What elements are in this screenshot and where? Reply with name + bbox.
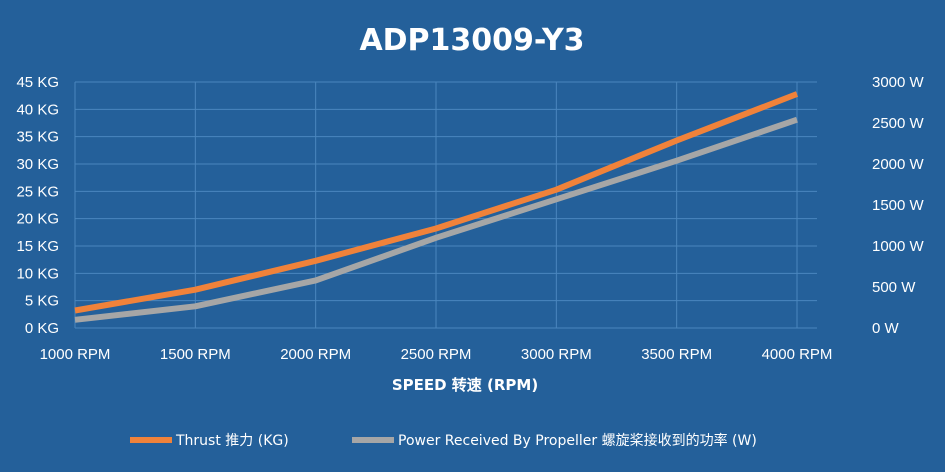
right-axis-tick-label: 2500 W [872,115,925,132]
right-axis-tick-label: 1000 W [872,238,925,255]
x-axis-tick-label: 4000 RPM [762,346,833,363]
left-axis-tick-label: 25 KG [16,183,59,200]
left-axis-tick-label: 35 KG [16,129,59,146]
left-axis-tick-label: 5 KG [25,293,59,310]
left-axis-tick-label: 20 KG [16,211,59,228]
left-axis-tick-label: 45 KG [16,74,59,91]
left-axis-tick-label: 15 KG [16,238,59,255]
right-axis-tick-label: 0 W [872,320,900,337]
left-axis-ticks: 0 KG 5 KG 10 KG 15 KG 20 KG 25 KG 30 KG 35 KG 40… [16,74,59,337]
right-axis-tick-label: 2000 W [872,156,925,173]
left-axis-tick-label: 10 KG [16,265,59,282]
grid [74,81,817,329]
legend: Thrust 推力 (KG) Power Received By Propelle… [130,432,757,449]
series [74,91,799,323]
x-axis-tick-label: 1500 RPM [160,346,231,363]
right-axis-tick-label: 500 W [872,279,916,296]
legend-label: Thrust 推力 (KG) [175,433,289,449]
chart-title: ADP13009-Y3 [359,23,584,58]
legend-label: Power Received By Propeller 螺旋桨接收到的功率 (W… [398,432,757,449]
left-axis-tick-label: 40 KG [16,101,59,118]
x-axis-tick-label: 1000 RPM [40,346,111,363]
left-axis-tick-label: 0 KG [25,320,59,337]
x-axis-tick-label: 2500 RPM [401,346,472,363]
x-axis-tick-label: 3000 RPM [521,346,592,363]
x-axis-title: SPEED 转速 (RPM) [392,376,538,394]
power-series-line [74,116,798,323]
right-axis-ticks: 0 W 500 W 1000 W 1500 W 2000 W 2500 W 3000 W [872,74,925,337]
right-axis-tick-label: 3000 W [872,74,925,91]
right-axis-tick-label: 1500 W [872,197,925,214]
x-axis-ticks: 1000 RPM 1500 RPM 2000 RPM 2500 RPM 3000 RPM… [40,346,833,363]
x-axis-tick-label: 3500 RPM [641,346,712,363]
x-axis-tick-label: 2000 RPM [280,346,351,363]
thrust-series-line [74,91,799,314]
left-axis-tick-label: 30 KG [16,156,59,173]
